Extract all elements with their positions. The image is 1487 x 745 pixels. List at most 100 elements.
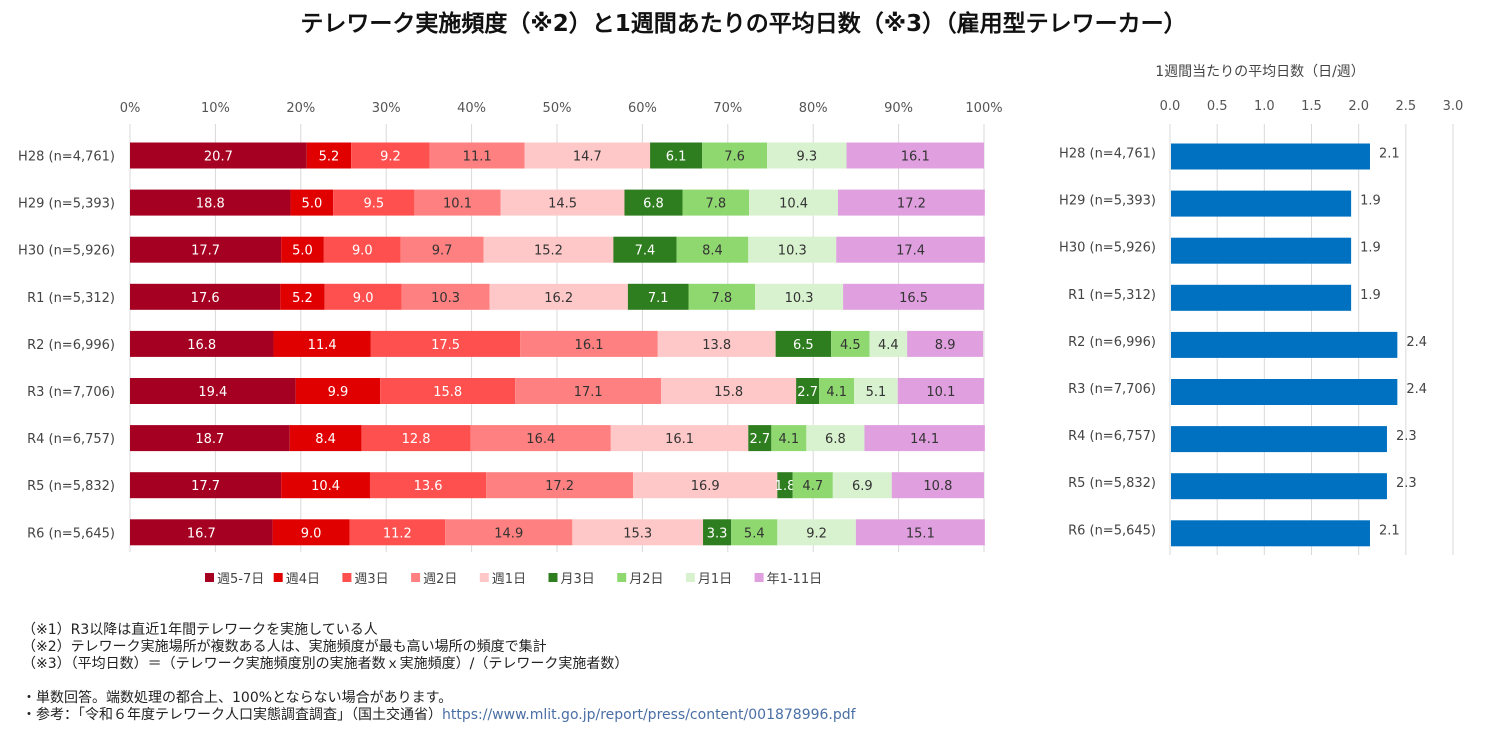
- data-label: 4.7: [802, 479, 823, 494]
- bar-segment: [836, 236, 985, 263]
- data-label: 20.7: [204, 150, 233, 165]
- data-label: 17.2: [897, 197, 926, 212]
- legend: 週5-7日 週4日 週3日 週2日 週1日 月3日 月2日 月1日 年1-11日: [205, 572, 822, 587]
- bar-segment: [775, 330, 832, 357]
- data-label: 9.2: [806, 526, 827, 541]
- bar: [1171, 426, 1387, 453]
- bar-segment: [796, 378, 820, 404]
- data-label: 16.1: [901, 150, 930, 165]
- data-label: 16.4: [526, 432, 555, 447]
- bar-segment: [290, 189, 334, 216]
- legend-swatch: [205, 573, 214, 582]
- bar-segment: [130, 142, 307, 169]
- data-label: 17.7: [191, 244, 220, 259]
- bar-segment: [748, 425, 772, 452]
- bar-segment: [755, 283, 844, 310]
- data-label: 17.6: [191, 291, 220, 306]
- data-label: 16.1: [665, 432, 694, 447]
- bar-segment: [130, 472, 282, 499]
- category-label: R4 (n=6,757): [27, 432, 115, 447]
- x-tick-label: 90%: [884, 101, 913, 116]
- data-label: 17.5: [431, 338, 460, 353]
- data-label: 1.8: [775, 479, 796, 494]
- note-2: （※2）テレワーク実施場所が複数ある人は、実施頻度が最も高い場所の頻度で集計: [22, 639, 547, 655]
- data-label: 11.1: [463, 150, 492, 165]
- x-tick-label: 0.0: [1160, 99, 1181, 114]
- category-label: H30 (n=5,926): [18, 244, 115, 259]
- data-label: 2.1: [1379, 523, 1400, 538]
- data-label: 8.4: [315, 432, 336, 447]
- data-label: 17.7: [191, 479, 220, 494]
- category-label: R1 (n=5,312): [1068, 288, 1156, 303]
- note-3: （※3）（平均日数）＝（テレワーク実施頻度別の実施者数ｘ実施頻度）/（テレワーク…: [22, 656, 629, 672]
- data-label: 2.7: [797, 385, 818, 400]
- bar-segment: [610, 425, 749, 452]
- data-label: 11.4: [308, 338, 337, 353]
- x-tick-label: 1.5: [1301, 99, 1322, 114]
- bar-segment: [777, 472, 793, 499]
- bar-segment: [489, 283, 628, 310]
- bar-segment: [130, 189, 291, 216]
- data-label: 6.5: [793, 338, 814, 353]
- bar-segment: [280, 283, 325, 310]
- bar-segment: [483, 236, 614, 263]
- data-label: 11.2: [383, 526, 412, 541]
- data-label: 16.9: [691, 479, 720, 494]
- data-label: 7.1: [648, 291, 669, 306]
- bar-segment: [520, 330, 658, 357]
- x-tick-label: 1.0: [1254, 99, 1275, 114]
- reference-link[interactable]: https://www.mlit.go.jp/report/press/cont…: [442, 707, 856, 723]
- average-days-chart: 1週間当たりの平均日数（日/週） 0.0 0.5 1.0 1.5 2.0 2.5 3.0 H2…: [1059, 64, 1463, 555]
- bar: [1171, 237, 1352, 264]
- data-label: 10.4: [311, 479, 340, 494]
- bar-segment: [349, 519, 446, 546]
- data-label: 17.2: [545, 479, 574, 494]
- x-tick-label: 2.0: [1348, 99, 1369, 114]
- bar-segment: [792, 472, 833, 499]
- note-1: （※1）R3以降は直近1年間テレワークを実施している人: [22, 622, 378, 638]
- legend-swatch: [411, 573, 421, 582]
- data-label: 2.3: [1396, 476, 1417, 491]
- data-label: 14.7: [573, 150, 602, 165]
- footnotes: （※1）R3以降は直近1年間テレワークを実施している人 （※2）テレワーク実施場…: [22, 622, 856, 724]
- x-tick-label: 30%: [372, 101, 401, 116]
- legend-label: 年1-11日: [767, 572, 823, 587]
- bar-segment: [470, 425, 611, 452]
- data-label: 1.9: [1360, 241, 1381, 256]
- legend-label: 週2日: [423, 572, 457, 587]
- bar-segment: [323, 236, 401, 263]
- reference-label: ・参考：「令和６年度テレワーク人口実態調査調査」（国土交通省）: [22, 707, 442, 723]
- data-label: 7.6: [724, 150, 745, 165]
- bar-segment: [380, 378, 516, 404]
- bar-segment: [819, 378, 855, 404]
- category-label: H28 (n=4,761): [18, 150, 115, 165]
- bar-segment: [445, 519, 573, 546]
- x-tick-label: 3.0: [1443, 99, 1464, 114]
- data-label: 9.0: [352, 244, 373, 259]
- bar-segment: [333, 189, 415, 216]
- data-label: 13.8: [702, 338, 731, 353]
- data-label: 9.0: [353, 291, 374, 306]
- bar-segment: [130, 425, 290, 452]
- category-label: R5 (n=5,832): [1068, 476, 1156, 491]
- data-label: 10.3: [778, 244, 807, 259]
- category-label: R3 (n=7,706): [27, 385, 115, 400]
- data-label: 15.3: [623, 526, 652, 541]
- data-label: 5.2: [292, 291, 313, 306]
- bar-segment: [891, 472, 984, 499]
- bar-segment: [295, 378, 381, 404]
- data-label: 2.3: [1396, 429, 1417, 444]
- data-label: 2.7: [749, 432, 770, 447]
- data-label: 15.8: [714, 385, 743, 400]
- bar-segment: [515, 378, 662, 404]
- legend-swatch: [479, 573, 489, 582]
- average-days-title: 1週間当たりの平均日数（日/週）: [1155, 64, 1365, 80]
- bar-segment: [846, 142, 984, 169]
- data-label: 10.1: [926, 385, 955, 400]
- x-tick-label: 0.5: [1207, 99, 1228, 114]
- bar: [1171, 473, 1387, 500]
- data-label: 14.5: [548, 197, 577, 212]
- bar-segment: [624, 189, 683, 216]
- data-label: 14.1: [910, 432, 939, 447]
- data-label: 10.8: [923, 479, 952, 494]
